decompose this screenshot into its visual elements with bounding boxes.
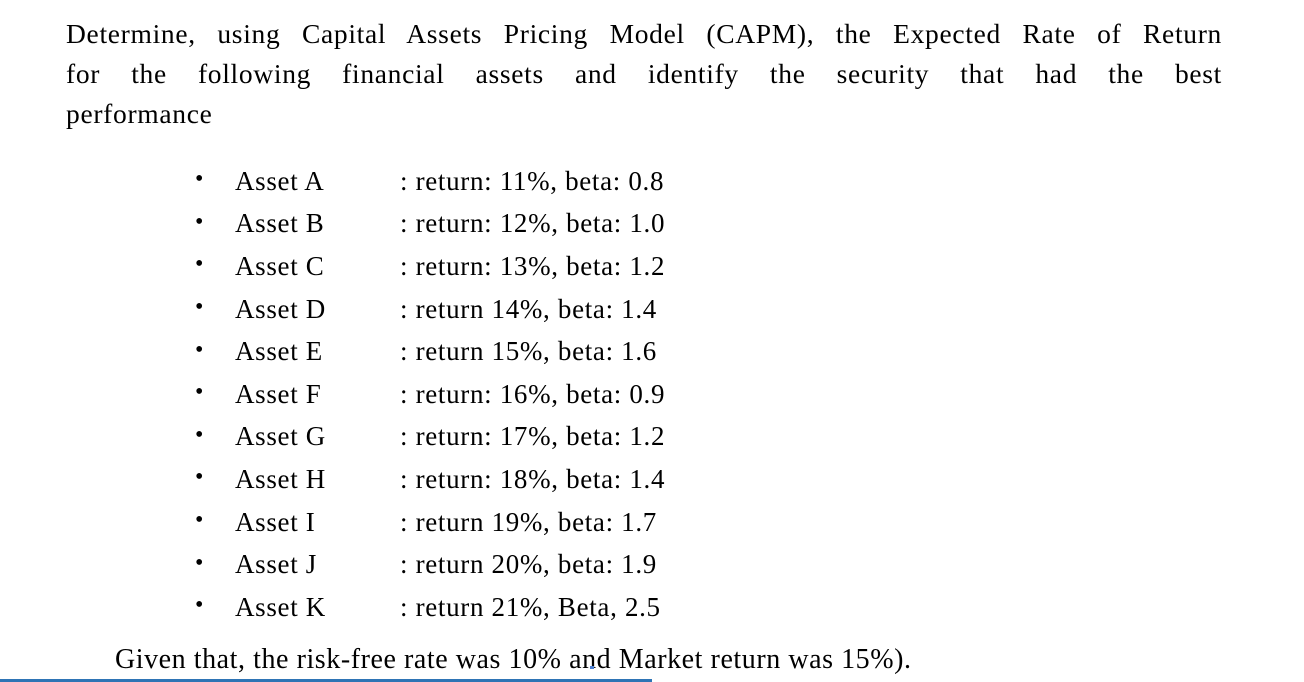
asset-name: Asset H	[235, 463, 326, 494]
bullet-icon: •	[195, 294, 205, 321]
cursor-artifact-dot	[590, 666, 594, 669]
list-item: • Asset I : return 19%, beta: 1.7	[195, 501, 1222, 544]
bullet-icon: •	[195, 336, 205, 363]
list-item: • Asset A : return: 11%, beta: 0.8	[195, 160, 1222, 203]
bullet-icon: •	[195, 379, 205, 406]
bullet-icon: •	[195, 208, 205, 235]
list-item: • Asset F : return: 16%, beta: 0.9	[195, 373, 1222, 416]
asset-details: : return 19%, beta: 1.7	[400, 506, 657, 537]
bullet-icon: •	[195, 251, 205, 278]
asset-details: : return: 18%, beta: 1.4	[400, 463, 666, 494]
footer-note: Given that, the risk-free rate was 10% a…	[115, 643, 912, 675]
list-item: • Asset C : return: 13%, beta: 1.2	[195, 245, 1222, 288]
bullet-icon: •	[195, 507, 205, 534]
asset-details: : return: 16%, beta: 0.9	[400, 378, 666, 409]
asset-details: : return 14%, beta: 1.4	[400, 293, 657, 324]
list-item: • Asset D : return 14%, beta: 1.4	[195, 288, 1222, 331]
list-item: • Asset J : return 20%, beta: 1.9	[195, 543, 1222, 586]
asset-details: : return: 17%, beta: 1.2	[400, 421, 666, 452]
asset-name: Asset K	[235, 591, 326, 622]
paragraph-line: Determine, using Capital Assets Pricing …	[66, 18, 1222, 49]
asset-name: Asset J	[235, 549, 317, 580]
asset-list: • Asset A : return: 11%, beta: 0.8 • Ass…	[195, 160, 1222, 629]
asset-name: Asset B	[235, 208, 325, 239]
asset-details: : return: 12%, beta: 1.0	[400, 208, 666, 239]
paragraph-line: for the following financial assets and i…	[66, 58, 1222, 89]
list-item: • Asset H : return: 18%, beta: 1.4	[195, 458, 1222, 501]
list-item: • Asset G : return: 17%, beta: 1.2	[195, 416, 1222, 459]
asset-name: Asset A	[235, 165, 325, 196]
asset-details: : return 20%, beta: 1.9	[400, 549, 657, 580]
asset-name: Asset G	[235, 421, 326, 452]
asset-details: : return 21%, Beta, 2.5	[400, 591, 661, 622]
asset-name: Asset I	[235, 506, 316, 537]
bullet-icon: •	[195, 592, 205, 619]
asset-details: : return: 11%, beta: 0.8	[400, 165, 665, 196]
paragraph-line: performance	[66, 98, 213, 129]
question-paragraph: Determine, using Capital Assets Pricing …	[66, 14, 1222, 134]
bullet-icon: •	[195, 549, 205, 576]
list-item: • Asset K : return 21%, Beta, 2.5	[195, 586, 1222, 629]
asset-details: : return: 13%, beta: 1.2	[400, 250, 666, 281]
list-item: • Asset B : return: 12%, beta: 1.0	[195, 203, 1222, 246]
asset-name: Asset D	[235, 293, 326, 324]
bottom-accent-line	[0, 679, 652, 682]
list-item: • Asset E : return 15%, beta: 1.6	[195, 330, 1222, 373]
asset-name: Asset C	[235, 250, 325, 281]
asset-name: Asset F	[235, 378, 322, 409]
asset-name: Asset E	[235, 336, 323, 367]
bullet-icon: •	[195, 166, 205, 193]
asset-details: : return 15%, beta: 1.6	[400, 336, 657, 367]
bullet-icon: •	[195, 421, 205, 448]
bullet-icon: •	[195, 464, 205, 491]
